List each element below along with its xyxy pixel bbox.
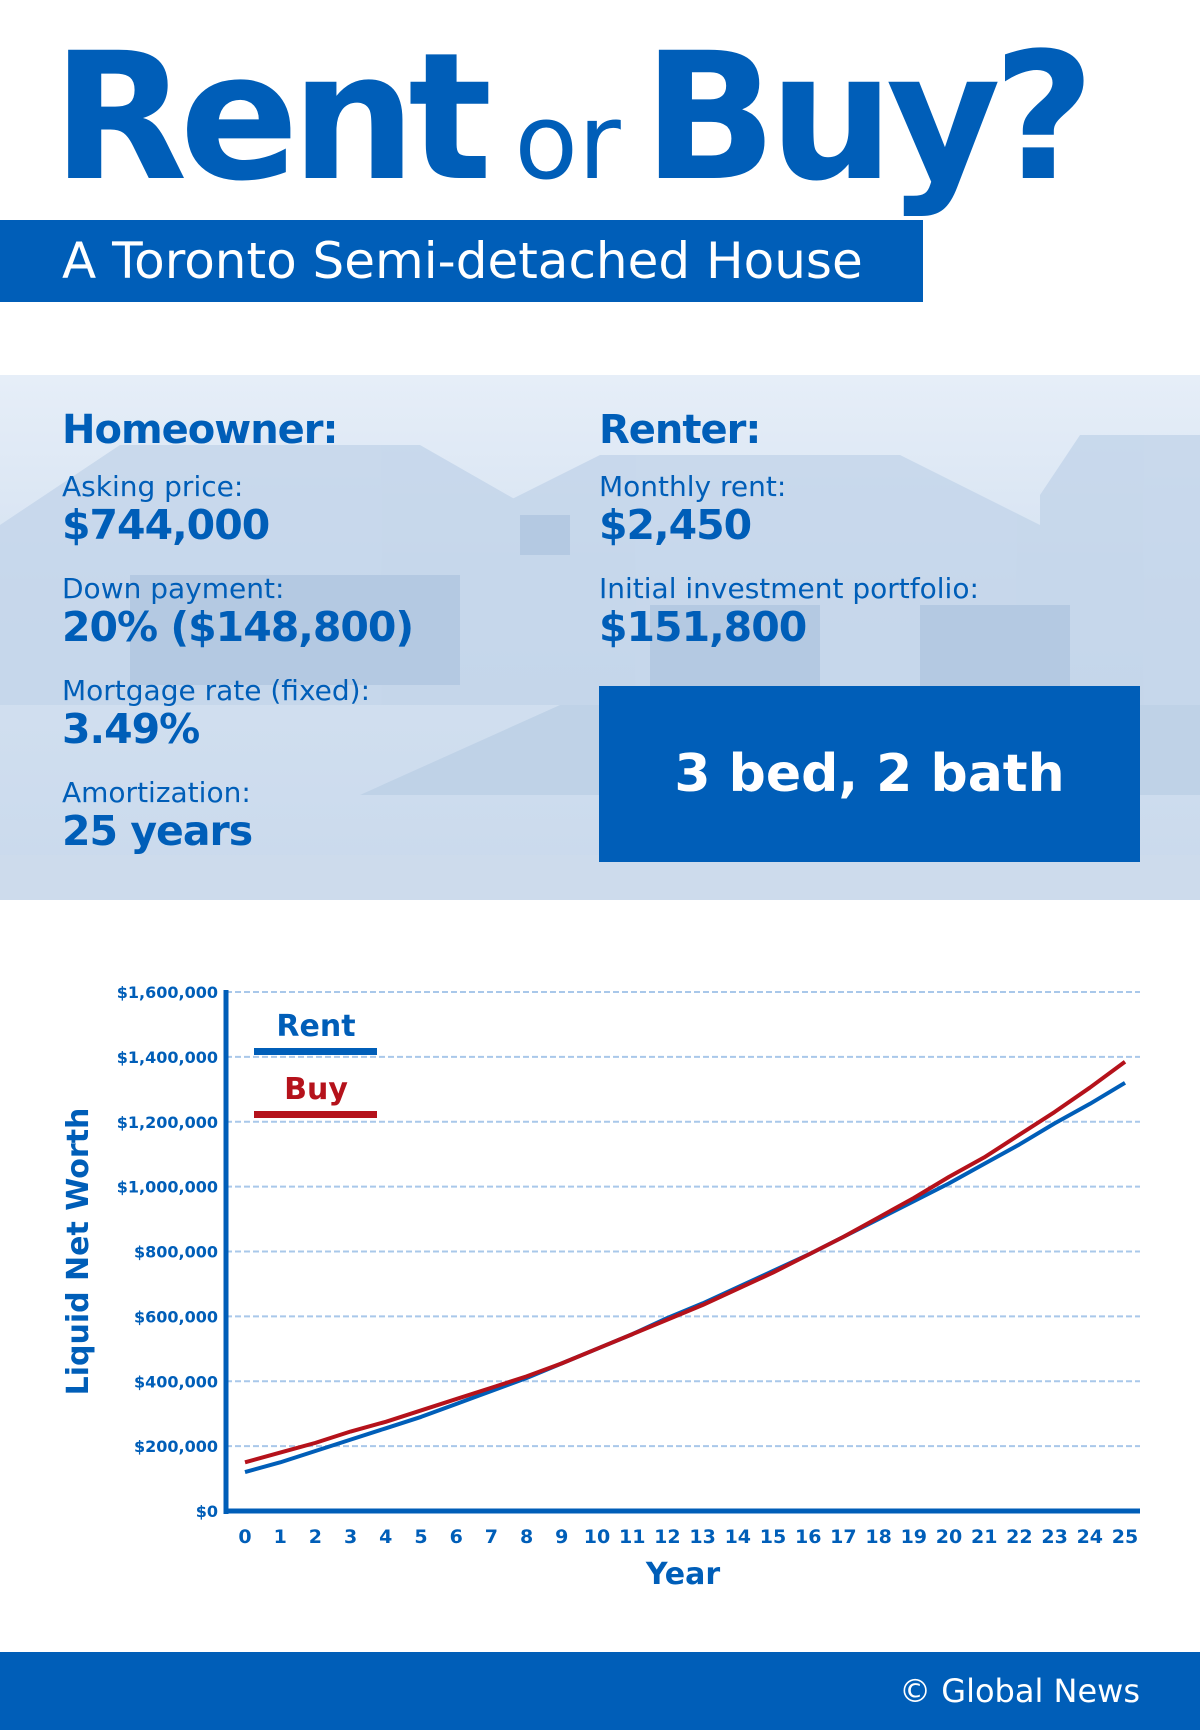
bed-bath-box: 3 bed, 2 bath bbox=[599, 686, 1140, 862]
x-tick-label: 12 bbox=[654, 1526, 680, 1548]
series-line-buy bbox=[244, 1060, 1127, 1465]
homeowner-column: Homeowner: Asking price: $744,000 Down p… bbox=[62, 407, 414, 879]
net-worth-chart: $0 $200,000 $400,000 $600,000 $800,000 $1,000… bbox=[61, 983, 1140, 1592]
house-photo-panel: Homeowner: Asking price: $744,000 Down p… bbox=[0, 375, 1200, 900]
x-tick-label: 15 bbox=[760, 1526, 786, 1548]
legend-label-buy: Buy bbox=[284, 1072, 348, 1107]
x-tick-label: 7 bbox=[485, 1526, 498, 1548]
x-tick-label: 0 bbox=[238, 1526, 251, 1548]
y-tick-label: $1,000,000 bbox=[117, 1178, 218, 1197]
x-tick-label: 6 bbox=[450, 1526, 463, 1548]
footer: © Global News bbox=[0, 1652, 1200, 1730]
x-tick-label: 25 bbox=[1112, 1526, 1138, 1548]
y-tick-label: $200,000 bbox=[134, 1437, 218, 1456]
x-tick-label: 9 bbox=[555, 1526, 568, 1548]
x-tick-label: 13 bbox=[689, 1526, 715, 1548]
x-tick-label: 16 bbox=[795, 1526, 821, 1548]
x-tick-label: 19 bbox=[901, 1526, 927, 1548]
x-tick-label: 14 bbox=[725, 1526, 751, 1548]
x-tick-label: 4 bbox=[379, 1526, 392, 1548]
x-tick-label: 3 bbox=[344, 1526, 357, 1548]
down-payment-label: Down payment: bbox=[62, 572, 285, 605]
x-tick-label: 1 bbox=[274, 1526, 287, 1548]
y-axis-title: Liquid Net Worth bbox=[61, 1108, 96, 1396]
series-line-rent bbox=[244, 1081, 1127, 1475]
title-or: or bbox=[514, 81, 621, 203]
mortgage-rate-value: 3.49% bbox=[62, 705, 200, 753]
subtitle-banner: A Toronto Semi-detached House bbox=[0, 220, 923, 302]
credit-text: © Global News bbox=[899, 1672, 1140, 1710]
y-tick-label: $800,000 bbox=[134, 1243, 218, 1262]
y-tick-label: $1,600,000 bbox=[117, 983, 218, 1002]
amortization-value: 25 years bbox=[62, 807, 253, 855]
mortgage-rate-label: Mortgage rate (fixed): bbox=[62, 674, 371, 707]
legend-swatch-rent bbox=[254, 1048, 377, 1055]
y-tick-label: $600,000 bbox=[134, 1307, 218, 1326]
renter-heading: Renter: bbox=[599, 407, 761, 453]
legend-label-rent: Rent bbox=[276, 1009, 355, 1044]
amortization-label: Amortization: bbox=[62, 776, 251, 809]
x-tick-label: 20 bbox=[936, 1526, 962, 1548]
investment-portfolio-value: $151,800 bbox=[599, 603, 807, 651]
x-tick-label: 8 bbox=[520, 1526, 533, 1548]
x-axis-title: Year bbox=[645, 1557, 721, 1592]
x-tick-label: 11 bbox=[619, 1526, 645, 1548]
asking-price-label: Asking price: bbox=[62, 470, 244, 503]
x-tick-label: 21 bbox=[971, 1526, 997, 1548]
y-tick-label: $1,200,000 bbox=[117, 1113, 218, 1132]
x-tick-label: 23 bbox=[1041, 1526, 1067, 1548]
legend-swatch-buy bbox=[254, 1111, 377, 1118]
x-tick-label: 10 bbox=[584, 1526, 610, 1548]
asking-price-value: $744,000 bbox=[62, 501, 270, 549]
x-tick-label: 24 bbox=[1077, 1526, 1103, 1548]
x-tick-label: 22 bbox=[1006, 1526, 1032, 1548]
down-payment-value: 20% ($148,800) bbox=[62, 603, 414, 651]
x-tick-label: 5 bbox=[414, 1526, 427, 1548]
x-tick-label: 17 bbox=[830, 1526, 856, 1548]
y-tick-label: $1,400,000 bbox=[117, 1048, 218, 1067]
title-rent: Rent bbox=[52, 15, 492, 220]
investment-portfolio-label: Initial investment portfolio: bbox=[599, 572, 979, 605]
monthly-rent-value: $2,450 bbox=[599, 501, 752, 549]
monthly-rent-label: Monthly rent: bbox=[599, 470, 787, 503]
x-tick-label: 2 bbox=[309, 1526, 322, 1548]
y-tick-label: $400,000 bbox=[134, 1372, 218, 1391]
x-tick-label: 18 bbox=[865, 1526, 891, 1548]
renter-column: Renter: Monthly rent: $2,450 Initial inv… bbox=[599, 407, 979, 675]
y-tick-label: $0 bbox=[196, 1502, 218, 1521]
page-title: Rent or Buy? bbox=[52, 30, 1095, 206]
homeowner-heading: Homeowner: bbox=[62, 407, 339, 453]
title-buy: Buy? bbox=[642, 15, 1095, 220]
